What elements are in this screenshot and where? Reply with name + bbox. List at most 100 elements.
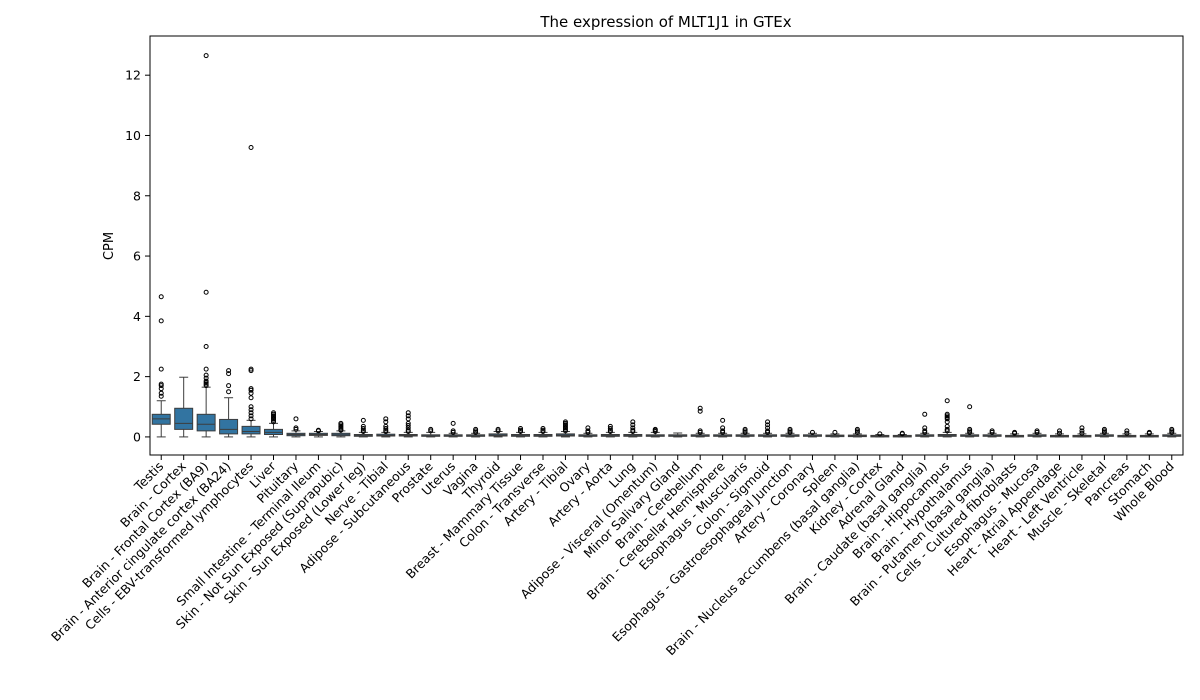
outlier-point [248,390,254,396]
box-group [331,420,351,438]
outlier-point [158,393,164,399]
outlier-point [158,383,164,389]
outlier-point [383,419,389,425]
box-group [892,430,912,438]
box-group [1139,429,1159,438]
box-group [353,417,373,438]
outlier-point [765,422,771,428]
outlier-point [271,413,277,419]
outlier-point [271,414,277,420]
outlier-point [405,422,411,428]
outlier-point [450,429,456,435]
plot-frame [149,35,1184,456]
outlier-point [428,426,434,432]
outlier-point [203,375,209,381]
outlier-point [495,426,501,432]
box-group [443,420,463,438]
box-group [780,426,800,438]
box-group [578,425,598,438]
outlier-point [360,425,366,431]
outlier-point [742,429,748,435]
outlier-point [562,422,568,428]
outlier-point [450,420,456,426]
outlier-point [809,429,815,435]
outlier-point [1124,428,1130,434]
box-group [802,429,822,438]
outlier-point [899,430,905,436]
outlier-point [271,411,277,417]
outlier-point [338,425,344,431]
outlier-point [967,404,973,410]
outlier-point [271,417,277,423]
box-group [511,425,531,438]
outlier-point [383,425,389,431]
box-group [488,426,508,438]
outlier-point [248,145,254,151]
outlier-point [248,387,254,393]
outlier-point [1079,430,1085,436]
outlier-point [607,423,613,429]
outlier-point [158,366,164,372]
outlier-point [1101,426,1107,432]
outlier-point [473,429,479,435]
chart-title: The expression of MLT1J1 in GTEx [539,13,791,31]
outlier-point [338,422,344,428]
box [174,407,194,430]
outlier-point [338,426,344,432]
outlier-point [315,427,321,433]
outlier-point [518,425,524,431]
outlier-point [720,417,726,423]
outlier-point [158,386,164,392]
box-group [466,426,486,438]
outlier-point [720,429,726,435]
outlier-point [944,416,950,422]
outlier-point [203,381,209,387]
outlier-point [338,423,344,429]
outlier-point [405,416,411,422]
outlier-point [495,428,501,434]
box-group [241,145,261,438]
outlier-point [473,426,479,432]
outlier-point [630,425,636,431]
outlier-point [720,425,726,431]
outlier-point [742,428,748,434]
box-group [870,431,890,438]
outlier-point [271,416,277,422]
outlier-point [944,411,950,417]
outlier-point [203,372,209,378]
plot-area [151,53,1182,438]
outlier-point [697,405,703,411]
outlier-point [630,427,636,433]
box-group [960,404,980,438]
outlier-point [248,386,254,392]
outlier-point [428,428,434,434]
outlier-point [1012,429,1018,435]
box-group [982,428,1002,438]
outlier-point [271,410,277,416]
outlier-point [226,368,232,374]
outlier-point [248,395,254,401]
box-group [219,368,239,438]
outlier-point [248,416,254,422]
box [241,425,261,435]
outlier-point [562,419,568,425]
outlier-point [226,389,232,395]
outlier-point [450,428,456,434]
outlier-point [944,428,950,434]
outlier-point [360,423,366,429]
outlier-point [338,420,344,426]
outlier-point [158,294,164,300]
outlier-point [585,428,591,434]
outlier-point [877,431,883,437]
box-group [825,429,845,438]
outlier-point [765,429,771,435]
box-group [1117,428,1137,438]
outlier-point [562,428,568,434]
outlier-point [630,419,636,425]
outlier-point [562,425,568,431]
box-group [376,416,396,438]
outlier-point [293,426,299,432]
outlier-point [248,404,254,410]
box-group [286,416,306,438]
outlier-point [203,53,209,59]
